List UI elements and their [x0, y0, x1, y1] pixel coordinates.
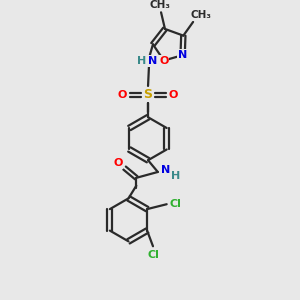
Text: S: S [143, 88, 152, 101]
Text: O: O [159, 56, 169, 65]
Text: O: O [118, 90, 127, 100]
Text: Cl: Cl [169, 199, 181, 209]
Text: CH₃: CH₃ [190, 10, 212, 20]
Text: N: N [161, 165, 170, 175]
Text: H: H [136, 56, 146, 66]
Text: H: H [171, 171, 180, 181]
Text: O: O [169, 90, 178, 100]
Text: CH₃: CH₃ [150, 0, 171, 10]
Text: O: O [113, 158, 122, 168]
Text: N: N [178, 50, 187, 60]
Text: N: N [148, 56, 158, 66]
Text: Cl: Cl [147, 250, 159, 260]
